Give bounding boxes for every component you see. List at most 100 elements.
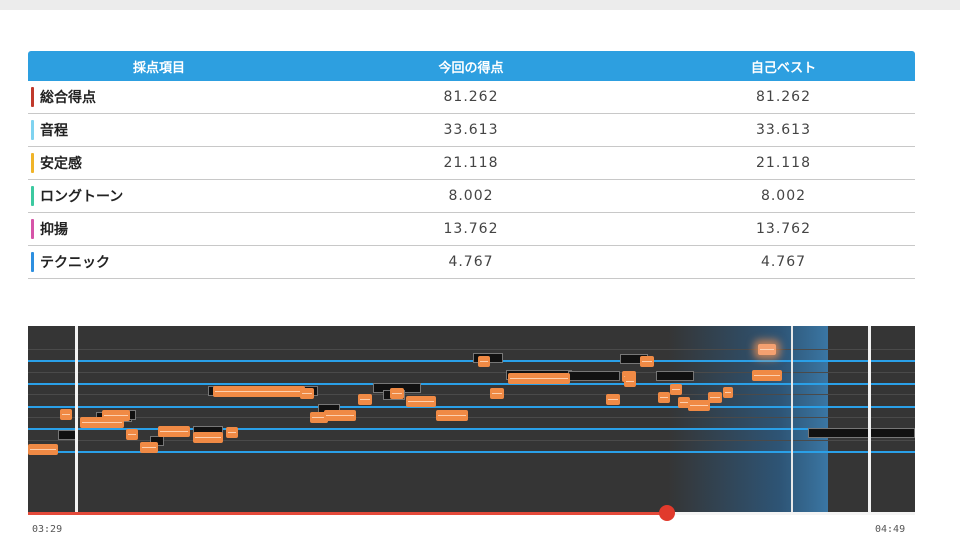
current-position-marker bbox=[791, 326, 793, 513]
sung-pitch-segment bbox=[213, 386, 305, 397]
sung-pitch-segment bbox=[358, 394, 372, 405]
sung-pitch-detail bbox=[510, 378, 568, 379]
score-row: 総合得点 81.262 81.262 bbox=[28, 81, 915, 114]
header-current-score: 今回の得点 bbox=[438, 60, 504, 76]
category-label: 安定感 bbox=[40, 156, 82, 172]
category-label: 総合得点 bbox=[40, 90, 96, 106]
sung-pitch-detail bbox=[680, 402, 688, 403]
sung-pitch-detail bbox=[215, 391, 303, 392]
pitch-graph bbox=[28, 326, 915, 513]
score-category: 安定感 bbox=[28, 153, 290, 173]
sung-pitch-detail bbox=[160, 431, 188, 432]
sung-pitch-detail bbox=[302, 393, 312, 394]
pitch-lane bbox=[28, 360, 915, 362]
category-color-swatch bbox=[31, 153, 34, 173]
sung-pitch-detail bbox=[312, 417, 326, 418]
sung-pitch-segment bbox=[436, 410, 468, 421]
sung-pitch-segment bbox=[390, 388, 404, 399]
current-position-glow bbox=[668, 326, 828, 513]
pitch-lane bbox=[28, 349, 915, 350]
sung-pitch-detail bbox=[492, 393, 502, 394]
sung-pitch-segment bbox=[140, 442, 158, 453]
sung-pitch-detail bbox=[754, 375, 780, 376]
sung-pitch-segment bbox=[324, 410, 356, 421]
sung-pitch-segment bbox=[640, 356, 654, 367]
sung-pitch-detail bbox=[408, 401, 434, 402]
current-score-value: 21.118 bbox=[443, 155, 499, 171]
sung-pitch-segment bbox=[678, 397, 690, 408]
sung-pitch-detail bbox=[626, 381, 634, 382]
sung-pitch-segment bbox=[758, 344, 776, 355]
pitch-lane bbox=[28, 440, 915, 441]
score-row: ロングトーン 8.002 8.002 bbox=[28, 180, 915, 213]
sung-pitch-segment bbox=[126, 429, 138, 440]
personal-best-value: 4.767 bbox=[760, 254, 807, 270]
sung-pitch-detail bbox=[228, 432, 236, 433]
time-start: 03:29 bbox=[32, 524, 63, 535]
score-row: 音程 33.613 33.613 bbox=[28, 114, 915, 147]
pitch-lane bbox=[28, 428, 915, 430]
score-row: 安定感 21.118 21.118 bbox=[28, 147, 915, 180]
current-score-value: 13.762 bbox=[443, 221, 499, 237]
pitch-lane bbox=[28, 417, 915, 418]
pitch-lane bbox=[28, 383, 915, 385]
sung-pitch-segment bbox=[688, 400, 710, 411]
sung-pitch-detail bbox=[128, 434, 136, 435]
sung-pitch-segment bbox=[670, 384, 682, 395]
personal-best-value: 13.762 bbox=[756, 221, 811, 237]
personal-best-value: 8.002 bbox=[760, 188, 807, 204]
sung-pitch-segment bbox=[158, 426, 190, 437]
sung-pitch-detail bbox=[82, 422, 122, 423]
top-bar bbox=[0, 0, 960, 10]
category-label: テクニック bbox=[40, 255, 110, 271]
sung-pitch-detail bbox=[672, 389, 680, 390]
progress-knob[interactable] bbox=[658, 505, 675, 521]
sung-pitch-segment bbox=[28, 444, 58, 455]
score-category: 音程 bbox=[28, 120, 290, 140]
score-category: 総合得点 bbox=[28, 87, 290, 107]
sung-pitch-detail bbox=[326, 415, 354, 416]
score-row: テクニック 4.767 4.767 bbox=[28, 246, 915, 279]
score-table-header: 採点項目 今回の得点 自己ベスト bbox=[28, 51, 915, 81]
time-end: 04:49 bbox=[875, 524, 906, 535]
header-category: 採点項目 bbox=[132, 60, 185, 76]
sung-pitch-detail bbox=[608, 399, 618, 400]
header-personal-best: 自己ベスト bbox=[750, 60, 817, 76]
progress-track[interactable] bbox=[28, 512, 915, 515]
section-end-marker bbox=[868, 326, 871, 513]
sung-pitch-segment bbox=[406, 396, 436, 407]
sung-pitch-segment bbox=[508, 373, 570, 384]
reference-note bbox=[808, 428, 915, 438]
score-category: テクニック bbox=[28, 252, 290, 272]
sung-pitch-segment bbox=[478, 356, 490, 367]
sung-pitch-segment bbox=[708, 392, 722, 403]
current-score-value: 8.002 bbox=[448, 188, 494, 204]
sung-pitch-segment bbox=[193, 432, 223, 443]
personal-best-value: 21.118 bbox=[756, 155, 811, 171]
sung-pitch-detail bbox=[142, 447, 156, 448]
progress-fill bbox=[28, 512, 667, 515]
sung-pitch-segment bbox=[658, 392, 670, 403]
score-row: 抑揚 13.762 13.762 bbox=[28, 213, 915, 246]
sung-pitch-segment bbox=[310, 412, 328, 423]
personal-best-value: 81.262 bbox=[756, 89, 811, 105]
category-color-swatch bbox=[31, 186, 34, 206]
sung-pitch-segment bbox=[60, 409, 72, 420]
score-category: ロングトーン bbox=[28, 186, 290, 206]
current-score-value: 33.613 bbox=[443, 122, 499, 138]
sung-pitch-segment bbox=[300, 388, 314, 399]
sung-pitch-detail bbox=[642, 361, 652, 362]
category-label: 抑揚 bbox=[40, 222, 68, 238]
sung-pitch-detail bbox=[710, 397, 720, 398]
sung-pitch-segment bbox=[723, 387, 733, 398]
sung-pitch-segment bbox=[102, 410, 130, 421]
sung-pitch-detail bbox=[30, 449, 56, 450]
sung-pitch-detail bbox=[760, 349, 774, 350]
category-color-swatch bbox=[31, 87, 34, 107]
personal-best-value: 33.613 bbox=[756, 122, 811, 138]
reference-note bbox=[568, 371, 620, 381]
sung-pitch-segment bbox=[490, 388, 504, 399]
score-category: 抑揚 bbox=[28, 219, 290, 239]
sung-pitch-detail bbox=[438, 415, 466, 416]
pitch-lane bbox=[28, 406, 915, 408]
